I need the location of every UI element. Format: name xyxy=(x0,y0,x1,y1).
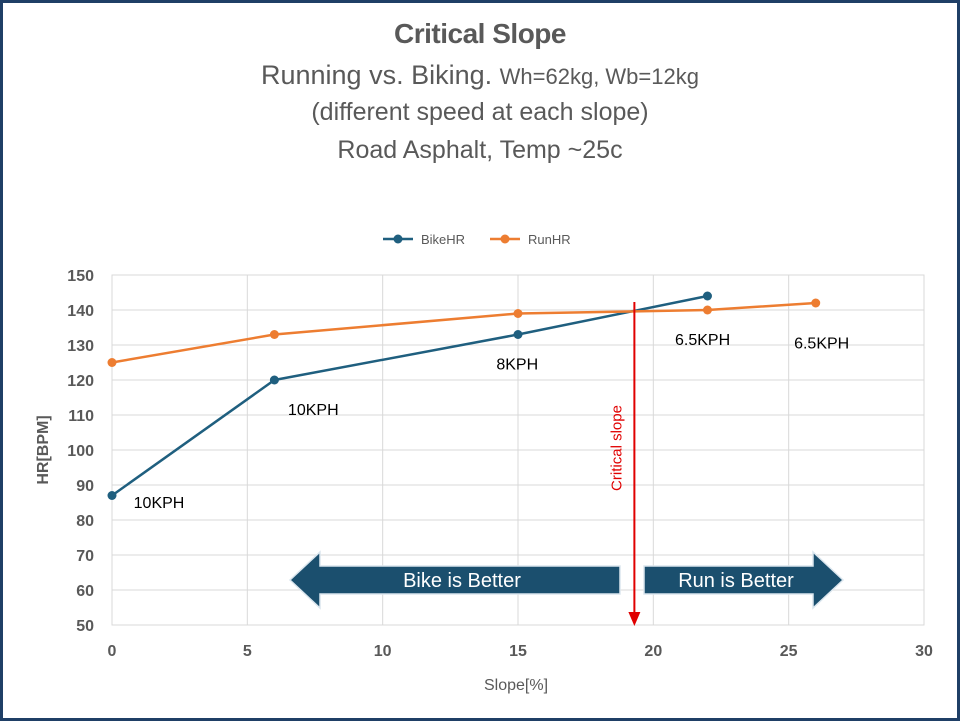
data-point-runhr xyxy=(107,358,117,367)
critical-slope-label: Critical slope xyxy=(608,405,625,491)
y-tick-label: 90 xyxy=(76,478,94,495)
y-tick-label: 110 xyxy=(68,408,94,425)
chart-subtitle-3: Road Asphalt, Temp ~25c xyxy=(337,136,623,164)
bike-is-better-label: Bike is Better xyxy=(403,570,521,592)
y-axis-label: HR[BPM] xyxy=(35,415,52,484)
data-point-runhr xyxy=(269,330,279,339)
data-point-bikehr xyxy=(702,291,712,301)
data-point-bikehr xyxy=(107,491,117,500)
data-point-runhr xyxy=(702,305,712,315)
point-label: 10KPH xyxy=(288,402,339,419)
data-point-runhr xyxy=(811,298,821,308)
point-label: 10KPH xyxy=(134,495,185,512)
y-tick-label: 150 xyxy=(67,268,94,285)
x-tick-label: 20 xyxy=(644,643,662,660)
y-tick-label: 80 xyxy=(76,513,94,530)
y-tick-label: 140 xyxy=(67,303,94,320)
y-tick-label: 130 xyxy=(67,338,94,355)
legend-entry: BikeHR xyxy=(421,232,465,247)
x-tick-label: 15 xyxy=(509,643,527,660)
x-tick-label: 10 xyxy=(374,643,392,660)
run-is-better-arrow xyxy=(643,550,845,610)
x-axis-label: Slope[%] xyxy=(484,677,548,694)
x-tick-label: 0 xyxy=(108,643,117,660)
data-point-bikehr xyxy=(269,375,279,385)
point-label: 6.5KPH xyxy=(675,332,730,349)
x-tick-label: 30 xyxy=(915,643,933,660)
chart-subtitle-2: (different speed at each slope) xyxy=(311,98,649,126)
run-is-better-label: Run is Better xyxy=(678,570,794,592)
y-tick-label: 70 xyxy=(76,548,94,565)
data-point-runhr xyxy=(513,309,523,318)
legend-swatch-marker xyxy=(393,234,403,244)
data-point-bikehr xyxy=(513,330,523,339)
legend-entry: RunHR xyxy=(528,232,571,247)
chart-title: Critical Slope xyxy=(394,18,566,49)
y-tick-label: 120 xyxy=(67,373,94,390)
chart-subtitle-1: Running vs. Biking. Wh=62kg, Wb=12kg xyxy=(0,60,960,91)
y-tick-label: 100 xyxy=(67,443,94,460)
x-tick-label: 5 xyxy=(243,643,252,660)
y-tick-label: 60 xyxy=(76,583,94,600)
critical-slope-arrowhead xyxy=(628,612,641,626)
subtitle-weights: Wh=62kg, Wb=12kg xyxy=(499,64,699,89)
point-label: 8KPH xyxy=(496,357,538,374)
subtitle-main: Running vs. Biking. xyxy=(261,60,493,90)
y-tick-label: 50 xyxy=(76,618,94,635)
bike-is-better-arrow xyxy=(288,550,621,610)
x-tick-label: 25 xyxy=(780,643,798,660)
legend-swatch-marker xyxy=(500,234,510,244)
point-label: 6.5KPH xyxy=(794,336,849,353)
series-line-bikehr xyxy=(111,294,708,497)
